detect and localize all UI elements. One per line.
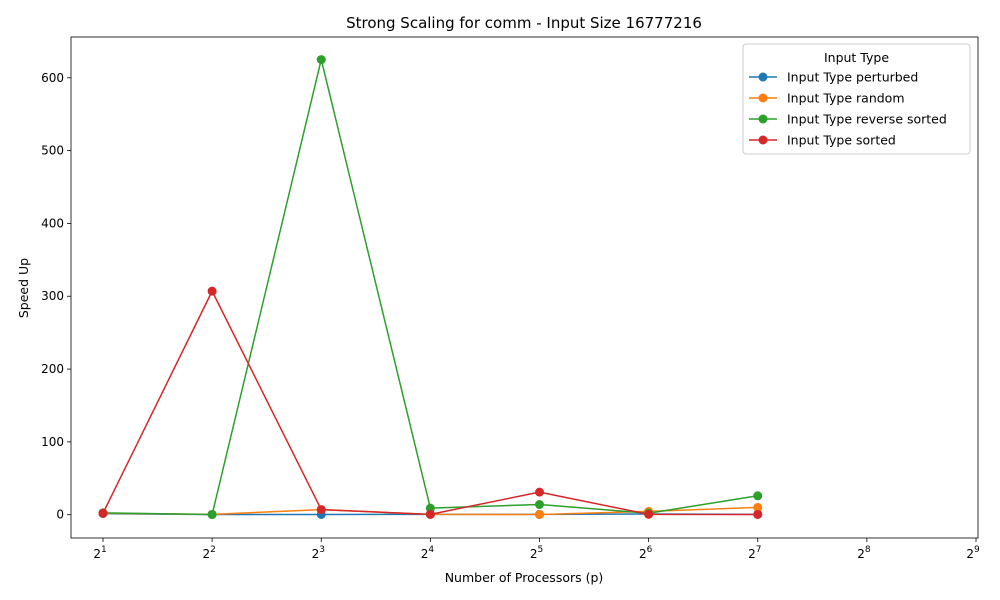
legend-swatch-marker xyxy=(758,114,768,124)
chart-title: Strong Scaling for comm - Input Size 167… xyxy=(346,14,702,32)
y-axis-label: Speed Up xyxy=(16,258,31,318)
x-tick-label: 28 xyxy=(857,545,871,561)
y-tick-label: 600 xyxy=(41,71,64,85)
x-tick-label: 24 xyxy=(421,545,435,561)
series-4-point xyxy=(316,505,326,515)
y-tick-label: 300 xyxy=(41,289,64,303)
legend-swatch-marker xyxy=(758,93,768,103)
legend-entry: Input Type reverse sorted xyxy=(787,112,947,127)
series-2-point xyxy=(753,502,763,512)
series-4-point xyxy=(425,509,435,519)
y-tick-label: 100 xyxy=(41,435,64,449)
series-4-point xyxy=(753,509,763,519)
y-tick-label: 0 xyxy=(56,508,64,522)
series-3-point xyxy=(207,509,217,519)
legend: Input Type Input Type perturbed Input Type… xyxy=(742,43,971,155)
legend-entry: Input Type sorted xyxy=(787,133,896,148)
y-tick-label: 500 xyxy=(41,144,64,158)
x-axis-label: Number of Processors (p) xyxy=(445,570,604,585)
x-tick-label: 27 xyxy=(748,545,761,561)
y-tick-label: 200 xyxy=(41,362,64,376)
series-4-point xyxy=(535,487,544,497)
x-tick-label: 23 xyxy=(312,545,325,561)
series-3-point xyxy=(753,491,763,501)
x-tick-label: 22 xyxy=(202,545,215,561)
series-3-point xyxy=(535,500,544,510)
x-tick-label: 25 xyxy=(530,545,543,561)
series-3-point xyxy=(425,503,435,513)
plot-area: 0 100 200 300 400 500 600 21 22 23 24 25 26 27 28 29 xyxy=(41,36,980,561)
series-2-point xyxy=(535,509,544,519)
legend-box xyxy=(742,43,971,155)
x-tick-label: 29 xyxy=(966,545,980,561)
legend-swatch-marker xyxy=(758,135,768,145)
legend-entry: Input Type perturbed xyxy=(787,70,918,85)
x-tick-label: 26 xyxy=(639,545,653,561)
series-4-point xyxy=(98,508,108,518)
y-tick-label: 400 xyxy=(41,216,64,230)
series-3-point xyxy=(316,55,326,65)
legend-title: Input Type xyxy=(824,50,889,65)
legend-entry: Input Type random xyxy=(787,91,905,106)
series-4-point xyxy=(207,286,217,296)
legend-swatch-marker xyxy=(758,72,768,82)
axes-frame xyxy=(70,36,979,539)
series-4-point xyxy=(644,509,654,519)
x-tick-label: 21 xyxy=(93,545,106,561)
